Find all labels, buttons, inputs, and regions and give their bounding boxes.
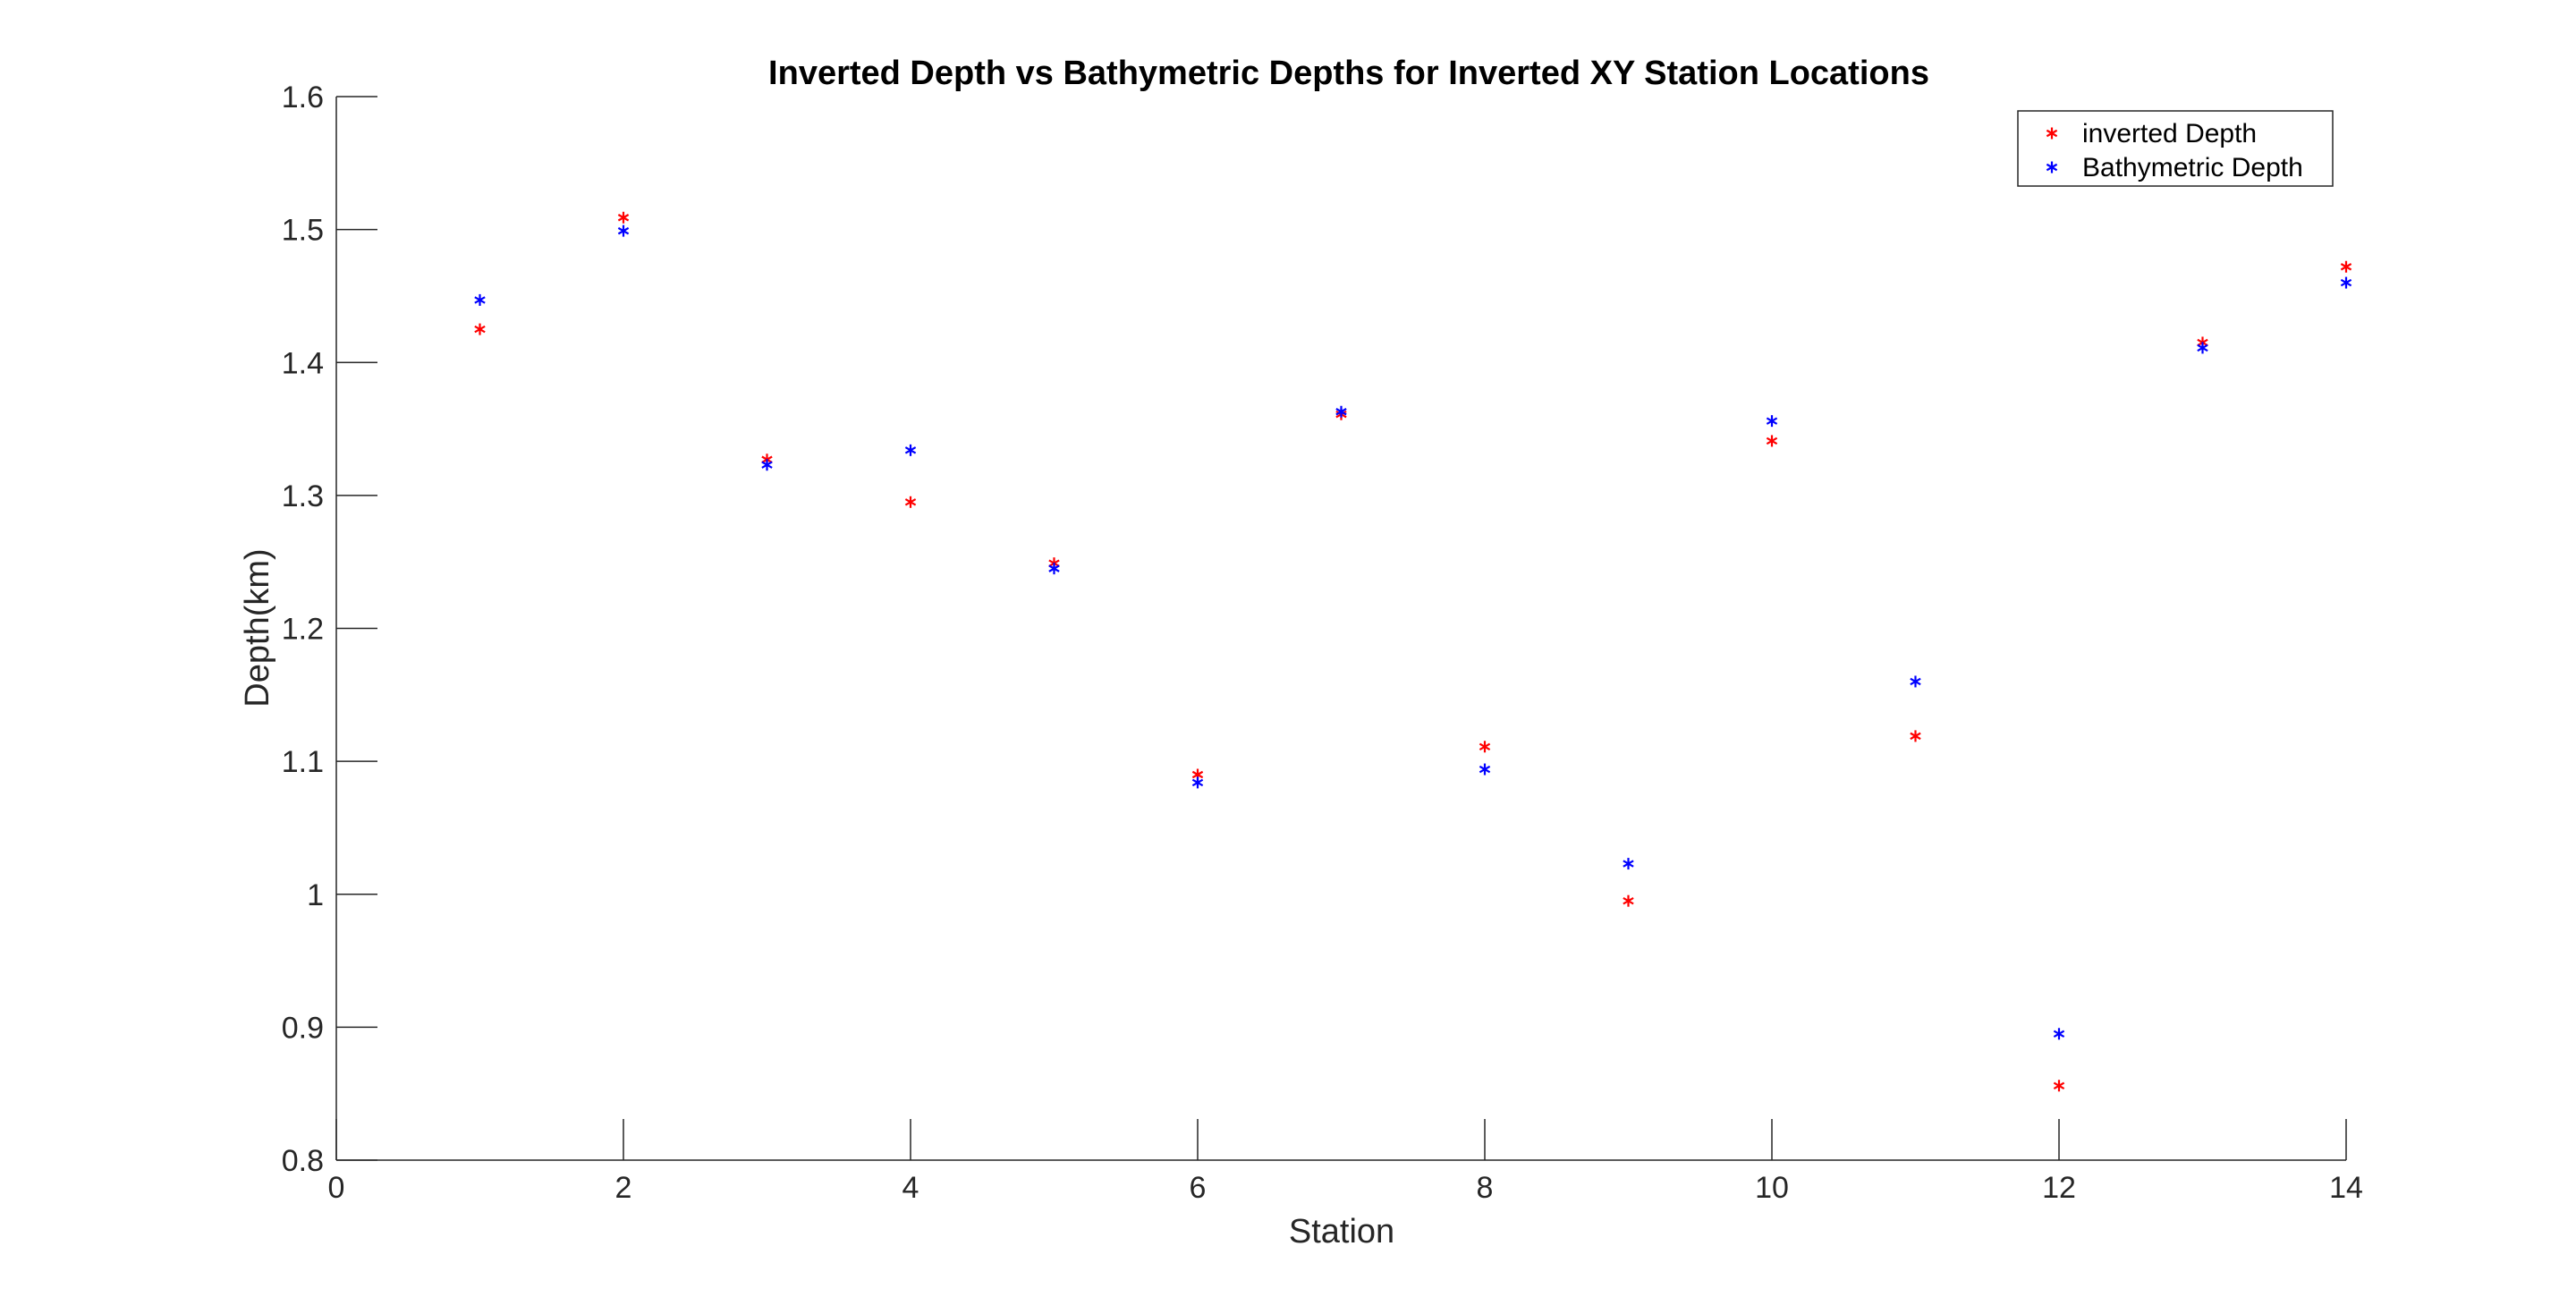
- x-tick-label: 10: [1755, 1171, 1789, 1205]
- y-tick-label: 1.2: [282, 613, 324, 647]
- y-tick-label: 1: [307, 878, 324, 912]
- x-tick-label: 6: [1190, 1171, 1207, 1205]
- data-point: [2340, 260, 2352, 273]
- legend-marker: [2046, 127, 2058, 140]
- x-tick-label: 14: [2329, 1171, 2363, 1205]
- legend-box: [2017, 110, 2334, 187]
- x-axis-label: Station: [1289, 1213, 1394, 1250]
- y-axis-label: Depth(km): [239, 548, 276, 707]
- data-point: [474, 323, 486, 335]
- y-tick-label: 1.5: [282, 214, 324, 248]
- x-tick-label: 12: [2042, 1171, 2076, 1205]
- data-point: [1910, 730, 1921, 742]
- y-tick-label: 1.4: [282, 346, 324, 380]
- data-point: [617, 211, 630, 224]
- y-tick-label: 1.3: [282, 479, 324, 513]
- legend-marker: [2046, 161, 2058, 174]
- series-layer: [474, 211, 2352, 1092]
- data-point: [761, 459, 773, 471]
- data-point: [1479, 763, 1491, 776]
- data-point: [1335, 405, 1347, 418]
- legend-entries: inverted Depth Bathymetric Depth: [2046, 119, 2303, 182]
- legend-label: inverted Depth: [2082, 119, 2257, 148]
- y-tick-label: 1.6: [282, 81, 324, 114]
- data-point: [2053, 1028, 2065, 1040]
- data-point: [1191, 776, 1204, 789]
- data-point: [1766, 415, 1778, 428]
- data-point: [1766, 435, 1778, 447]
- data-point: [2053, 1080, 2065, 1092]
- data-point: [1048, 563, 1060, 575]
- data-point: [617, 225, 630, 237]
- x-tick-label: 4: [902, 1171, 919, 1205]
- y-tick-label: 1.1: [282, 745, 324, 779]
- data-point: [904, 496, 917, 508]
- data-point: [904, 444, 917, 456]
- y-ticks: 0.8 0.9 1 1.1 1.2 1.3 1.4 1.5 1.6: [282, 81, 377, 1178]
- chart-title: Inverted Depth vs Bathymetric Depths for…: [768, 55, 1929, 92]
- series-2: [474, 225, 2352, 1040]
- x-ticks: 0 2 4 6 8 10 12 14: [328, 1119, 2363, 1205]
- x-tick-label: 0: [328, 1171, 345, 1205]
- data-point: [1910, 675, 1921, 688]
- y-tick-label: 0.9: [282, 1011, 324, 1045]
- x-tick-label: 2: [615, 1171, 632, 1205]
- data-point: [2340, 276, 2352, 289]
- data-point: [1623, 894, 1634, 907]
- axes: 0 2 4 6 8 10 12 14 0.8 0.9 1 1.1 1.2 1.3 1.4 1.5 1.6: [282, 81, 2363, 1205]
- legend-label: Bathymetric Depth: [2082, 153, 2303, 182]
- x-tick-label: 8: [1477, 1171, 1494, 1205]
- data-point: [2197, 342, 2208, 354]
- data-point: [1623, 858, 1634, 870]
- series-1: [474, 211, 2352, 1092]
- y-tick-label: 0.8: [282, 1144, 324, 1178]
- data-point: [1479, 741, 1491, 753]
- data-point: [474, 293, 486, 306]
- legend: inverted Depth Bathymetric Depth: [2017, 110, 2334, 187]
